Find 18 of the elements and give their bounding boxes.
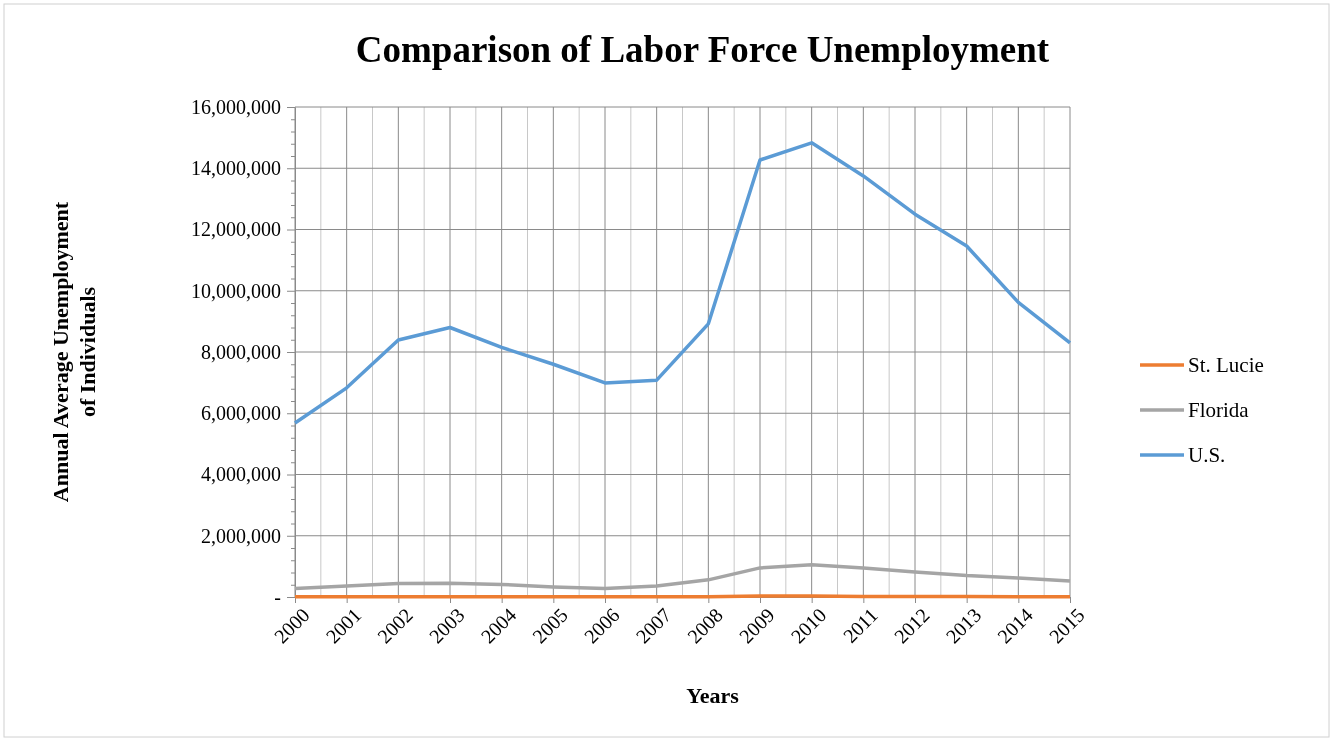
- y-tick-label: 4,000,000: [201, 463, 281, 486]
- legend-label: St. Lucie: [1188, 353, 1264, 377]
- x-tick-label: 2001: [321, 603, 366, 648]
- chart-title: Comparison of Labor Force Unemployment: [355, 29, 1050, 70]
- y-tick-label: 12,000,000: [191, 218, 281, 241]
- x-axis-title: Years: [686, 683, 740, 708]
- y-tick-label: 2,000,000: [201, 524, 281, 547]
- y-tick-label: 14,000,000: [191, 157, 281, 180]
- y-tick-label: 6,000,000: [201, 402, 281, 425]
- y-tick-label: 8,000,000: [201, 340, 281, 363]
- y-axis-title: Annual Average Unemployment of Individuals: [48, 201, 100, 503]
- legend-label: Florida: [1188, 398, 1250, 422]
- x-tick-label: 2011: [838, 603, 882, 647]
- y-tick-label: 10,000,000: [191, 279, 281, 302]
- legend-label: U.S.: [1188, 443, 1226, 467]
- y-tick-label: -: [274, 585, 281, 608]
- line-series: [293, 563, 1072, 591]
- y-tick-label: 16,000,000: [191, 95, 281, 118]
